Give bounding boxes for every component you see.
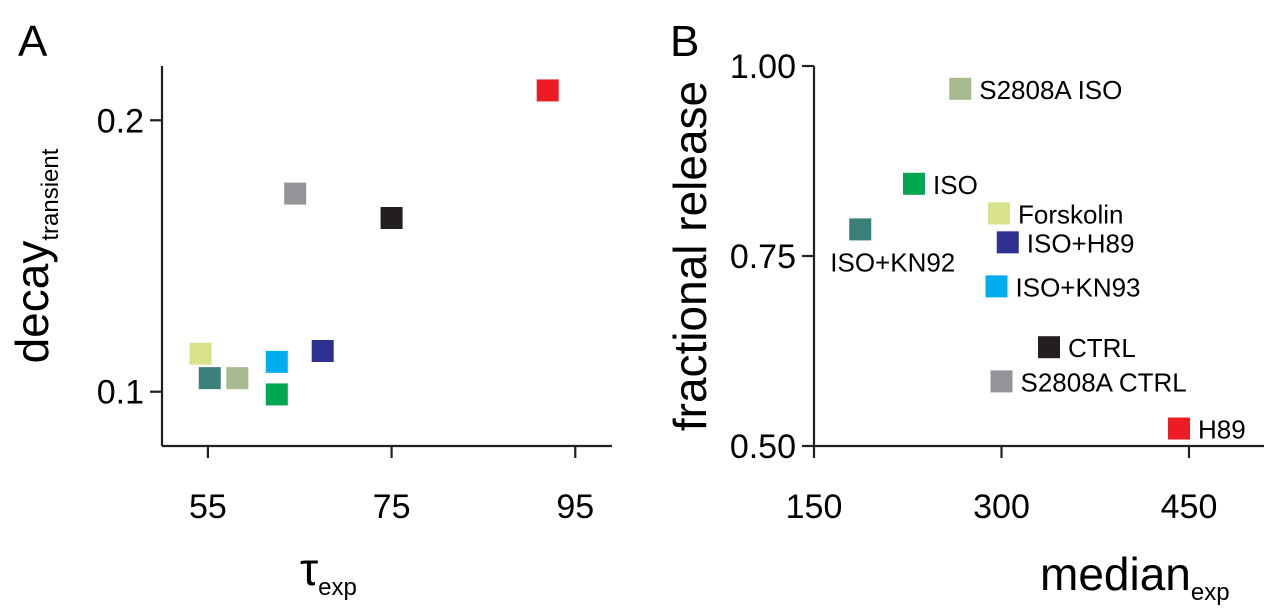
y-tick-label: 0.1 <box>97 374 144 412</box>
data-point <box>949 77 972 100</box>
x-tick-label: 55 <box>189 488 227 526</box>
data-point <box>990 370 1013 393</box>
data-point <box>265 350 288 373</box>
x-tick-label: 150 <box>786 488 843 526</box>
data-point <box>985 275 1008 298</box>
data-point <box>903 172 925 195</box>
data-point-label: CTRL <box>1068 333 1136 363</box>
y-axis-title-main: fractional release <box>664 81 716 431</box>
data-point <box>284 182 307 205</box>
x-axis-title: medianexp <box>1040 548 1230 606</box>
y-axis-title-main: decay <box>6 241 58 364</box>
y-axis-title-subscript: transient <box>37 148 64 240</box>
panel-letter: B <box>670 17 699 66</box>
x-axis-title-main: median <box>1040 548 1191 600</box>
data-point <box>536 79 559 102</box>
x-tick-label: 95 <box>556 488 594 526</box>
x-axis-title: τexp <box>300 543 357 601</box>
data-point-label: ISO <box>933 170 978 200</box>
data-point-label: S2808A ISO <box>979 75 1122 105</box>
data-point <box>265 383 288 406</box>
y-axis-title: decaytransient <box>6 148 64 363</box>
x-axis-title-main: τ <box>300 543 318 595</box>
data-point <box>1038 336 1060 359</box>
panel-b: B 0.50 0.75 1.00 150 300 450 medianexp fractiona… <box>664 17 1264 606</box>
data-point <box>189 342 212 365</box>
panel-a: A 0.1 0.2 55 75 95 τexp decaytransient <box>6 17 612 601</box>
y-axis-title: fractional release <box>664 81 716 431</box>
data-point-label: ISO+KN92 <box>830 247 955 277</box>
data-point-label: S2808A CTRL <box>1021 367 1187 397</box>
data-point <box>198 367 221 390</box>
data-point <box>380 207 403 229</box>
x-tick-label: 300 <box>973 488 1030 526</box>
data-point <box>311 340 334 362</box>
data-point-label: ISO+KN93 <box>1016 272 1141 302</box>
data-point-label: H89 <box>1198 415 1246 445</box>
y-tick-label: 0.75 <box>730 238 796 276</box>
y-tick-label: 1.00 <box>730 48 796 86</box>
data-point <box>226 367 249 390</box>
x-tick-label: 450 <box>1161 488 1218 526</box>
data-point <box>988 202 1010 225</box>
x-axis-title-subscript: exp <box>1191 579 1230 606</box>
panel-letter: A <box>18 17 48 66</box>
y-tick-label: 0.2 <box>97 102 144 140</box>
x-axis-title-subscript: exp <box>318 574 357 601</box>
data-point-label: Forskolin <box>1018 199 1123 229</box>
x-tick-label: 75 <box>373 488 411 526</box>
data-point <box>996 231 1019 254</box>
data-point <box>849 218 872 241</box>
data-point-label: ISO+H89 <box>1027 228 1135 258</box>
y-tick-label: 0.50 <box>730 428 796 466</box>
data-point <box>1168 417 1190 440</box>
